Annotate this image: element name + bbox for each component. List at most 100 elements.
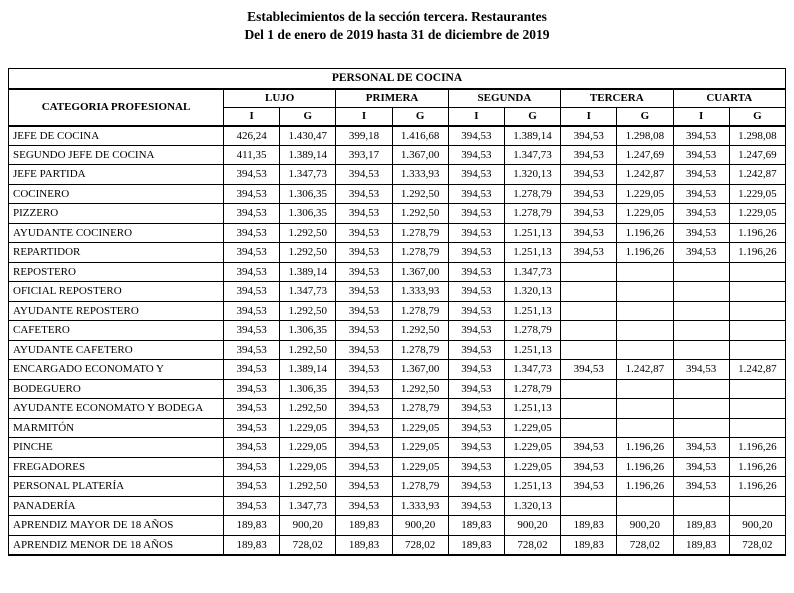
value-cell: 900,20 bbox=[503, 515, 562, 536]
value-cell: 1.229,05 bbox=[503, 417, 562, 438]
value-cell: 728,02 bbox=[279, 534, 337, 556]
value-cell bbox=[616, 378, 674, 399]
value-cell: 394,53 bbox=[447, 281, 505, 302]
value-cell: 1.367,00 bbox=[391, 144, 449, 165]
value-cell: 189,83 bbox=[222, 515, 281, 536]
value-cell: 394,53 bbox=[560, 242, 618, 263]
value-cell bbox=[728, 281, 787, 302]
value-cell: 394,53 bbox=[335, 320, 393, 341]
value-cell: 1.367,00 bbox=[391, 261, 449, 282]
value-cell: 394,53 bbox=[447, 320, 505, 341]
table-row: PINCHE 394,53 1.229,05 394,53 1.229,05 3… bbox=[8, 437, 787, 458]
value-cell: 1.196,26 bbox=[616, 242, 674, 263]
value-cell: 900,20 bbox=[279, 515, 337, 536]
value-cell: 1.333,93 bbox=[391, 495, 449, 516]
value-cell: 1.247,69 bbox=[616, 144, 674, 165]
value-cell: 394,53 bbox=[672, 359, 730, 380]
group-header-primera: PRIMERA bbox=[335, 88, 449, 108]
value-cell: 1.196,26 bbox=[616, 476, 674, 497]
value-cell bbox=[672, 495, 730, 516]
value-cell: 1.242,87 bbox=[616, 164, 674, 185]
value-cell: 1.251,13 bbox=[503, 300, 562, 321]
value-cell: 1.389,14 bbox=[279, 261, 337, 282]
value-cell bbox=[616, 261, 674, 282]
value-cell: 394,53 bbox=[222, 183, 281, 204]
value-cell: 394,53 bbox=[222, 495, 281, 516]
value-cell: 1.306,35 bbox=[279, 320, 337, 341]
value-cell: 394,53 bbox=[672, 222, 730, 243]
value-cell: 394,53 bbox=[560, 222, 618, 243]
group-header-tercera: TERCERA bbox=[560, 88, 674, 108]
value-cell bbox=[616, 320, 674, 341]
value-cell: 1.306,35 bbox=[279, 183, 337, 204]
value-cell: 394,53 bbox=[447, 164, 505, 185]
table-row: PANADERÍA 394,53 1.347,73 394,53 1.333,9… bbox=[8, 495, 787, 516]
value-cell: 394,53 bbox=[222, 203, 281, 224]
value-cell: 1.306,35 bbox=[279, 378, 337, 399]
value-cell: 394,53 bbox=[672, 456, 730, 477]
value-cell: 1.347,73 bbox=[503, 359, 562, 380]
value-cell: 1.196,26 bbox=[616, 437, 674, 458]
value-cell: 1.251,13 bbox=[503, 398, 562, 419]
value-cell: 1.196,26 bbox=[616, 222, 674, 243]
value-cell bbox=[616, 398, 674, 419]
value-cell: 1.229,05 bbox=[503, 456, 562, 477]
value-cell: 394,53 bbox=[335, 203, 393, 224]
value-cell: 728,02 bbox=[503, 534, 562, 556]
value-cell: 1.196,26 bbox=[728, 456, 787, 477]
value-cell: 394,53 bbox=[447, 203, 505, 224]
subcol-header-g: G bbox=[728, 107, 787, 127]
value-cell bbox=[672, 398, 730, 419]
value-cell bbox=[728, 417, 787, 438]
category-column-header: CATEGORIA PROFESIONAL bbox=[8, 88, 224, 127]
subcol-header-g: G bbox=[616, 107, 674, 127]
value-cell: 189,83 bbox=[222, 534, 281, 556]
value-cell: 1.320,13 bbox=[503, 495, 562, 516]
subcol-header-i: I bbox=[447, 107, 505, 127]
value-cell: 394,53 bbox=[335, 164, 393, 185]
category-cell: SEGUNDO JEFE DE COCINA bbox=[8, 144, 224, 165]
value-cell: 394,53 bbox=[447, 417, 505, 438]
category-cell: PANADERÍA bbox=[8, 495, 224, 516]
value-cell: 1.389,14 bbox=[279, 359, 337, 380]
value-cell: 394,53 bbox=[335, 437, 393, 458]
value-cell: 1.278,79 bbox=[391, 300, 449, 321]
value-cell: 1.292,50 bbox=[391, 183, 449, 204]
value-cell: 1.229,05 bbox=[728, 183, 787, 204]
value-cell: 900,20 bbox=[391, 515, 449, 536]
value-cell: 189,83 bbox=[560, 534, 618, 556]
subcol-header-i: I bbox=[672, 107, 730, 127]
value-cell bbox=[616, 495, 674, 516]
value-cell: 1.292,50 bbox=[279, 242, 337, 263]
value-cell: 394,53 bbox=[222, 359, 281, 380]
value-cell bbox=[672, 281, 730, 302]
value-cell: 394,53 bbox=[335, 378, 393, 399]
value-cell: 1.229,05 bbox=[503, 437, 562, 458]
value-cell: 394,53 bbox=[335, 222, 393, 243]
value-cell: 1.347,73 bbox=[279, 164, 337, 185]
value-cell: 189,83 bbox=[447, 534, 505, 556]
value-cell: 1.298,08 bbox=[728, 125, 787, 146]
table-row: OFICIAL REPOSTERO 394,53 1.347,73 394,53… bbox=[8, 281, 787, 302]
value-cell: 394,53 bbox=[335, 183, 393, 204]
table-row: PIZZERO 394,53 1.306,35 394,53 1.292,50 … bbox=[8, 203, 787, 224]
group-header-lujo: LUJO bbox=[222, 88, 337, 108]
value-cell: 394,53 bbox=[222, 476, 281, 497]
category-cell: ENCARGADO ECONOMATO Y bbox=[8, 359, 224, 380]
value-cell bbox=[728, 300, 787, 321]
category-cell: JEFE PARTIDA bbox=[8, 164, 224, 185]
value-cell: 1.278,79 bbox=[503, 203, 562, 224]
value-cell: 189,83 bbox=[672, 515, 730, 536]
value-cell: 1.229,05 bbox=[728, 203, 787, 224]
category-cell: PERSONAL PLATERÍA bbox=[8, 476, 224, 497]
value-cell: 1.292,50 bbox=[279, 339, 337, 360]
value-cell: 1.320,13 bbox=[503, 281, 562, 302]
table-row: REPARTIDOR 394,53 1.292,50 394,53 1.278,… bbox=[8, 242, 787, 263]
table-row: CAFETERO 394,53 1.306,35 394,53 1.292,50… bbox=[8, 320, 787, 341]
value-cell bbox=[560, 398, 618, 419]
value-cell bbox=[560, 300, 618, 321]
category-cell: APRENDIZ MENOR DE 18 AÑOS bbox=[8, 534, 224, 556]
value-cell: 1.430,47 bbox=[279, 125, 337, 146]
table-row: COCINERO 394,53 1.306,35 394,53 1.292,50… bbox=[8, 183, 787, 204]
value-cell: 1.367,00 bbox=[391, 359, 449, 380]
